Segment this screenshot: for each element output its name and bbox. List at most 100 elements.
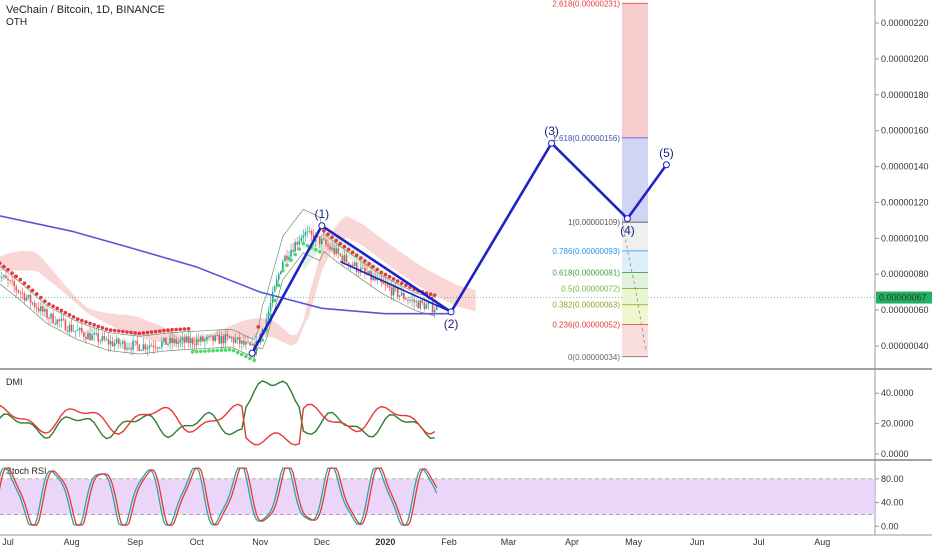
sar-dot [174, 327, 178, 332]
candle-body [152, 345, 155, 348]
candle-body [349, 264, 352, 266]
candle-body [146, 347, 149, 350]
candle-body [362, 267, 364, 269]
candle-body [390, 287, 393, 296]
candle-body [3, 275, 5, 277]
fib-level-label: 0(0.00000034) [568, 353, 620, 362]
candle-body [179, 340, 182, 342]
candle-body [333, 247, 335, 255]
candle-body [187, 336, 190, 344]
candle-body [284, 255, 286, 262]
sar-dot [350, 250, 355, 255]
wave-point [447, 308, 455, 316]
sar-dot [100, 325, 105, 330]
time-tick-label: Aug [64, 537, 80, 547]
sar-dot [75, 317, 80, 321]
candle-body [163, 337, 165, 342]
candle-body [345, 255, 348, 263]
candle-body [298, 241, 301, 245]
candle-body [288, 256, 290, 260]
candle-body [208, 336, 210, 337]
current-price-label: 0.00000067 [879, 293, 927, 303]
candle-body [413, 299, 415, 303]
sar-dot [215, 348, 220, 353]
candle-body [325, 239, 327, 245]
candle-body [185, 336, 188, 343]
sar-dot [375, 267, 380, 272]
time-tick-label: Apr [565, 537, 579, 547]
candle-body [372, 276, 374, 280]
candle-body [25, 297, 28, 301]
price-tick-label: 0.00000040 [881, 341, 929, 351]
candle-body [15, 286, 18, 291]
sar-dot [63, 310, 68, 315]
candle-body [124, 341, 126, 350]
candle-body [382, 282, 385, 284]
sar-dot [145, 330, 150, 335]
price-tick-label: 0.00000120 [881, 197, 929, 207]
sar-dot [338, 241, 343, 246]
sar-dot [108, 328, 113, 332]
wave-point [548, 139, 556, 147]
candle-body [52, 313, 54, 324]
sar-dot [227, 347, 232, 352]
dmi-tick-label: 20.0000 [881, 419, 914, 429]
candle-body [204, 339, 206, 342]
candle-body [355, 262, 358, 272]
candle-body [212, 335, 214, 342]
sar-dot [157, 329, 162, 333]
candle-body [200, 336, 202, 342]
price-tick-label: 0.00000060 [881, 305, 929, 315]
candle-body [107, 339, 110, 345]
fib-level-label: 0.236(0.00000052) [552, 320, 620, 329]
sar-dot [322, 229, 326, 233]
price-tick-label: 0.00000140 [881, 162, 929, 172]
candle-body [230, 337, 233, 339]
sar-dot [391, 277, 396, 281]
time-tick-label: Aug [814, 537, 830, 547]
candle-body [74, 330, 77, 332]
candle-body [9, 280, 11, 282]
sar-dot [0, 261, 2, 265]
candle-body [405, 298, 407, 300]
candle-body [419, 300, 422, 309]
candle-body [177, 341, 180, 344]
price-tick-label: 0.00000080 [881, 269, 929, 279]
sar-dot [285, 263, 289, 268]
fib-level-label: 0.618(0.00000081) [552, 268, 620, 277]
candle-body [44, 308, 46, 312]
sar-dot [252, 358, 256, 363]
sar-dot [55, 306, 60, 311]
candle-body [42, 306, 44, 312]
candle-body [72, 330, 75, 332]
candle-body [245, 341, 247, 345]
sar-dot [116, 329, 121, 333]
candle-body [294, 242, 296, 252]
candle-body [56, 319, 59, 325]
sar-dot [112, 328, 117, 333]
candle-body [50, 313, 52, 319]
candle-body [247, 341, 249, 343]
candle-body [167, 343, 169, 345]
candle-body [58, 319, 61, 321]
sar-dot [59, 308, 64, 313]
fib-level-label: 1(0.00000109) [568, 218, 620, 227]
sar-dot [231, 348, 236, 353]
wave-point [248, 349, 256, 357]
sar-dot [10, 271, 14, 275]
candle-body [269, 303, 272, 312]
stoch-tick-label: 40.00 [881, 498, 904, 508]
candle-body [343, 255, 346, 262]
candle-body [21, 292, 24, 294]
sar-dot [34, 292, 39, 296]
time-tick-label: Feb [441, 537, 457, 547]
candle-body [423, 302, 426, 309]
sar-dot [2, 264, 6, 269]
candle-body [226, 334, 229, 337]
candle-body [27, 294, 30, 298]
candle-body [126, 347, 128, 350]
candle-body [103, 336, 106, 340]
candle-body [17, 290, 20, 293]
